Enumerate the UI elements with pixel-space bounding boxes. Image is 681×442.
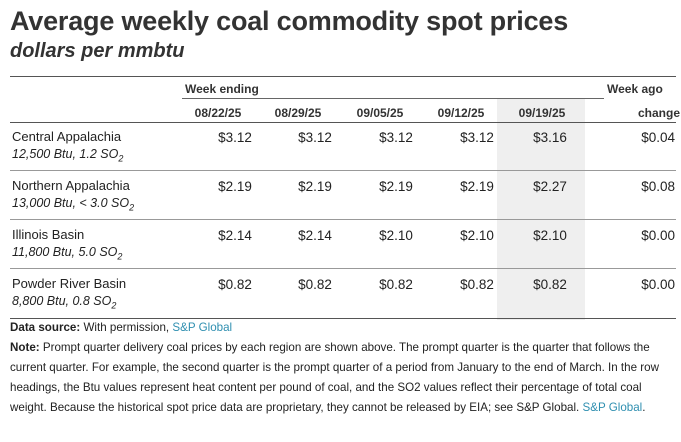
column-header: change [637, 106, 680, 120]
table-cell: $0.08 [641, 179, 675, 194]
column-header: 09/05/25 [356, 106, 404, 120]
table-cell: $2.27 [533, 179, 567, 194]
row-label: Central Appalachia [12, 129, 122, 144]
data-source-label: Data source: [10, 321, 81, 334]
row-spec: 13,000 Btu, < 3.0 SO2 [12, 196, 135, 213]
row-spec: 11,800 Btu, 5.0 SO2 [12, 245, 123, 262]
column-header: 08/22/25 [194, 106, 242, 120]
table-top-rule [10, 76, 676, 77]
row-divider [10, 170, 676, 171]
week-ending-underline [182, 98, 604, 99]
table-cell: $0.82 [298, 277, 332, 292]
note-paragraph: Note: Prompt quarter delivery coal price… [10, 338, 670, 418]
table-cell: $2.19 [460, 179, 494, 194]
row-divider [10, 268, 676, 269]
table-bottom-rule [10, 318, 676, 319]
page-subtitle: dollars per mmbtu [10, 40, 185, 62]
footnotes: Data source: With permission, S&P Global… [10, 318, 670, 418]
table-cell: $2.19 [379, 179, 413, 194]
column-header: 08/29/25 [274, 106, 322, 120]
table-cell: $2.10 [460, 228, 494, 243]
table-cell: $0.00 [641, 228, 675, 243]
table-cell: $0.00 [641, 277, 675, 292]
table-cell: $3.12 [460, 130, 494, 145]
table-cell: $2.19 [218, 179, 252, 194]
sp-global-note-link[interactable]: S&P Global [582, 401, 643, 414]
row-spec: 8,800 Btu, 0.8 SO2 [12, 294, 117, 311]
table-cell: $0.04 [641, 130, 675, 145]
table-cell: $2.14 [298, 228, 332, 243]
table-cell: $3.12 [379, 130, 413, 145]
table-cell: $0.82 [460, 277, 494, 292]
table-cell: $2.10 [379, 228, 413, 243]
table-cell: $0.82 [379, 277, 413, 292]
table-cell: $0.82 [218, 277, 252, 292]
current-week-highlight [497, 98, 585, 320]
row-label: Northern Appalachia [12, 178, 130, 193]
table-cell: $3.16 [533, 130, 567, 145]
note-text: Prompt quarter delivery coal prices by e… [10, 341, 659, 414]
page-title: Average weekly coal commodity spot price… [10, 6, 569, 36]
table-cell: $3.12 [298, 130, 332, 145]
row-label: Powder River Basin [12, 276, 127, 291]
week-ending-header: Week ending [185, 82, 259, 96]
data-source-text: With permission, [83, 321, 170, 334]
table-cell: $2.10 [533, 228, 567, 243]
note-label: Note: [10, 341, 40, 354]
header-bottom-rule [10, 122, 676, 123]
table-cell: $2.19 [298, 179, 332, 194]
note-end: . [642, 401, 646, 414]
row-divider [10, 219, 676, 220]
row-spec: 12,500 Btu, 1.2 SO2 [12, 147, 124, 164]
sp-global-link[interactable]: S&P Global [172, 321, 233, 334]
column-header: 09/12/25 [437, 106, 485, 120]
table-cell: $2.14 [218, 228, 252, 243]
row-label: Illinois Basin [12, 227, 85, 242]
data-source-line: Data source: With permission, S&P Global [10, 318, 670, 338]
table-cell: $0.82 [533, 277, 567, 292]
column-header: 09/19/25 [518, 106, 566, 120]
week-ago-header: Week ago [607, 82, 663, 96]
table-cell: $3.12 [218, 130, 252, 145]
